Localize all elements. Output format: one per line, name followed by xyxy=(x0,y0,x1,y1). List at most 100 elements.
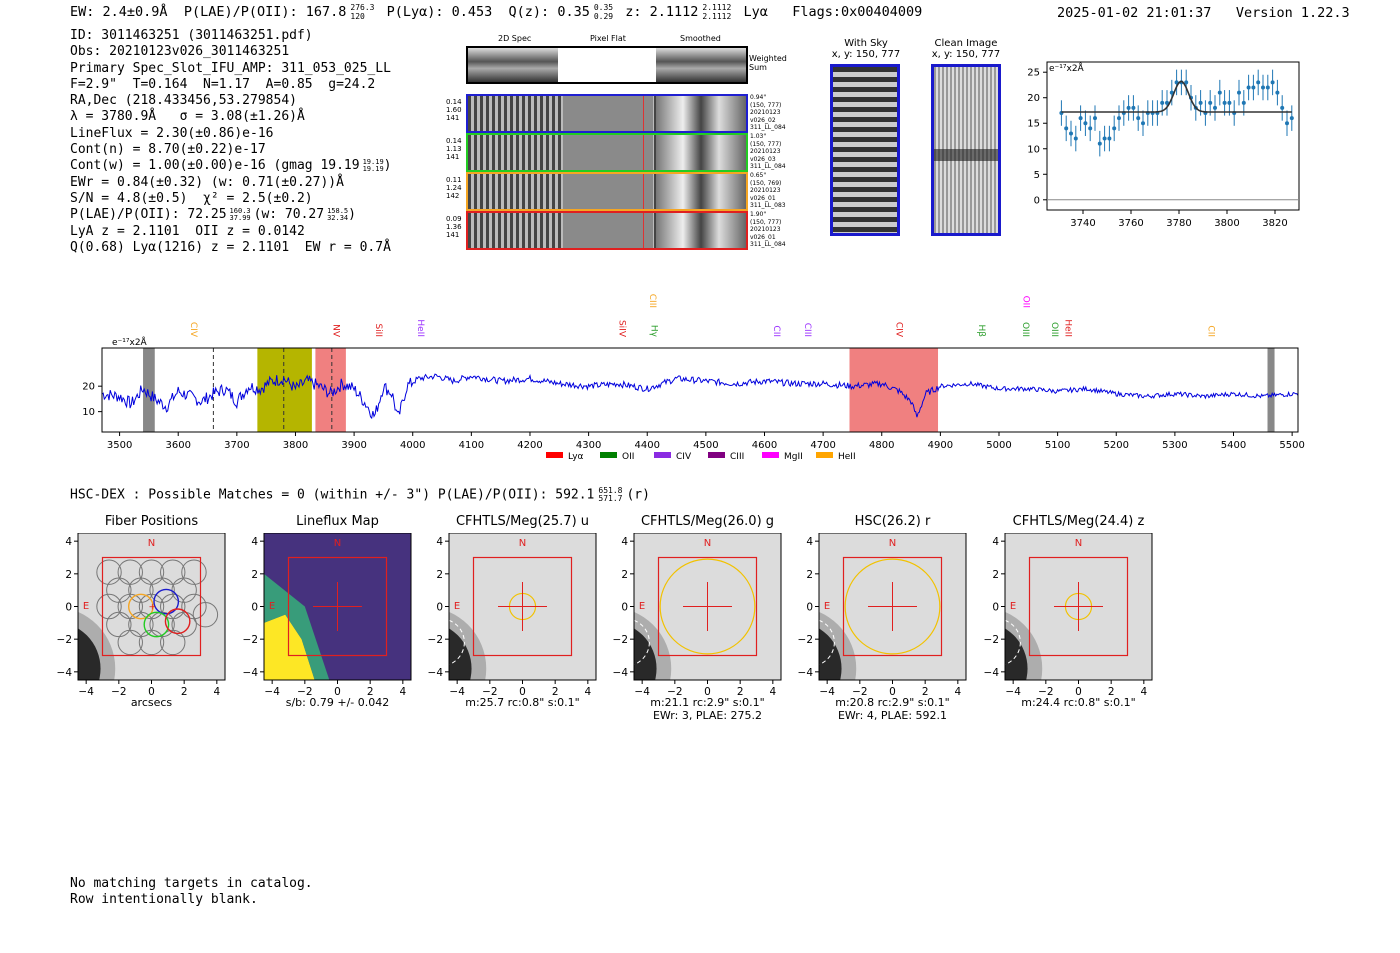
source-halo xyxy=(634,611,672,680)
legend-label: CIII xyxy=(730,452,744,462)
spec2d-right-value: 311_LL_084 xyxy=(750,241,786,248)
x-tick-label: −2 xyxy=(482,686,497,698)
weighted-sum-strip xyxy=(466,46,748,84)
line-fit-chart: 3740 3760 3780 3800 3820 0 5 10 15 20 25 e⁻¹⁷x2Å xyxy=(1027,61,1300,229)
x-tick-label: 5100 xyxy=(1045,440,1070,451)
fiber-circle xyxy=(181,559,207,585)
x-tick-label: 3820 xyxy=(1262,218,1287,229)
plae2-w-lo: 32.34 xyxy=(327,213,349,222)
fiber-circle xyxy=(106,611,132,638)
y-tick-label: 0 xyxy=(65,602,72,614)
x-tick-label: 3600 xyxy=(165,440,190,451)
masked-region xyxy=(849,348,939,432)
hsc-title-line: HSC-DEX : Possible Matches = 0 (within +… xyxy=(70,487,650,503)
panel-image: N E −4 −2 0 2 4 4 2 0 −2 −4 xyxy=(243,533,412,698)
line-label: HeII xyxy=(1062,319,1072,337)
hsc-hi: 651.8 xyxy=(598,486,623,495)
data-point xyxy=(1069,131,1073,136)
y-tick-label: 25 xyxy=(1027,68,1040,79)
smoothed-cell xyxy=(656,174,746,209)
panel-caption: arcsecs xyxy=(130,696,173,709)
target-marker: + xyxy=(149,603,157,613)
timestamp: 2025-01-02 21:01:37 xyxy=(1057,5,1212,21)
y-tick-label: −4 xyxy=(613,667,629,679)
spec2d-right-value: v026_01 xyxy=(750,194,776,202)
x-tick-label: −4 xyxy=(1005,686,1021,698)
counterpart-ellipse xyxy=(819,619,835,666)
info-radec: RA,Dec (218.433456,53.279854) xyxy=(70,93,297,109)
ew-value: EW: 2.4±0.9Å xyxy=(70,4,168,20)
y-tick-label: −4 xyxy=(243,667,259,679)
bright-source xyxy=(1005,628,1028,680)
fiber-circle xyxy=(96,593,122,620)
x-tick-label: 3900 xyxy=(341,440,366,451)
plae-lo: 120 xyxy=(350,12,365,21)
panel-title: Fiber Positions xyxy=(104,514,199,529)
panel-caption-2: EWr: 3, PLAE: 275.2 xyxy=(652,709,763,722)
fiber-circle xyxy=(117,629,143,656)
footer: No matching targets in catalog. Row inte… xyxy=(70,876,313,907)
panel-image: + N E −4 −2 0 2 4 4 2 0 −2 −4 xyxy=(57,533,226,698)
data-point xyxy=(1285,121,1289,126)
panel-caption: s/b: 0.79 +/- 0.042 xyxy=(285,696,390,709)
x-tick-label: 3800 xyxy=(283,440,308,451)
east-label: E xyxy=(1010,601,1016,612)
flux-bright-region xyxy=(264,614,315,680)
y-tick-label: 15 xyxy=(1027,119,1040,130)
data-point xyxy=(1251,85,1256,90)
z-hi: 2.1112 xyxy=(702,3,732,12)
spec2d-row-left-label: 0.14 1.13 141 xyxy=(446,137,464,161)
data-point xyxy=(1261,85,1265,90)
x-tick-label: 0 xyxy=(334,686,341,698)
line-label: SiII xyxy=(373,323,383,337)
legend-swatch xyxy=(600,452,617,458)
x-tick-label: 4 xyxy=(399,686,406,698)
legend-label: HeII xyxy=(838,452,856,462)
pixel-flat-cell xyxy=(563,96,653,131)
qz-lo: 0.29 xyxy=(593,12,614,21)
pixelflat-col-title: Pixel Flat xyxy=(590,34,626,43)
spec2d-right-value: 311_LL_084 xyxy=(750,124,786,131)
line-label: CIII xyxy=(802,323,812,337)
spec2d-right-value: 20210123 xyxy=(750,109,781,116)
pixel-flat-marker xyxy=(643,135,644,170)
z-value: z: 2.1112 xyxy=(625,4,699,20)
line-label: HeII xyxy=(415,319,425,337)
y-tick-label: 4 xyxy=(65,536,72,548)
spec2d-right-value: 20210123 xyxy=(750,148,781,155)
panel-title: CFHTLS/Meg(25.7) u xyxy=(455,514,590,529)
data-point xyxy=(1078,116,1083,121)
info-id: ID: 3011463251 (3011463251.pdf) xyxy=(70,28,313,43)
spec2d-left-value: 1.24 xyxy=(446,184,462,192)
x-tick-label: 0 xyxy=(519,686,526,698)
line-label: Hγ xyxy=(648,325,658,338)
clean-image-title: Clean Image x, y: 150, 777 xyxy=(927,38,1005,60)
data-point xyxy=(1208,100,1213,105)
data-point xyxy=(1088,126,1093,131)
panel-caption: m:20.8 rc:2.9" s:0.1" xyxy=(835,696,950,709)
with-sky-title: With Sky x, y: 150, 777 xyxy=(830,38,902,60)
y-tick-label: 10 xyxy=(1027,144,1040,155)
legend-label: CIV xyxy=(676,452,692,462)
north-label: N xyxy=(519,538,526,549)
panel-caption: m:24.4 rc:0.8" s:0.1" xyxy=(1021,696,1136,709)
x-tick-label: 5000 xyxy=(986,440,1011,451)
data-point xyxy=(1064,126,1069,131)
x-tick-label: 3500 xyxy=(107,440,132,451)
spec2d-left-value: 1.60 xyxy=(446,106,462,114)
spectrum-axes-frame xyxy=(101,347,1299,433)
y-tick-label: 5 xyxy=(1034,170,1040,181)
line-label: CIII xyxy=(647,294,657,308)
y-tick-label: 4 xyxy=(806,536,813,548)
x-tick-label: 2 xyxy=(181,686,188,698)
east-label: E xyxy=(824,601,830,612)
search-box xyxy=(657,556,758,657)
plae2-lo: 37.99 xyxy=(229,213,251,222)
counterpart-ellipse xyxy=(449,619,465,666)
info-lambda: λ = 3780.9Å σ = 3.08(±1.26)Å xyxy=(70,109,305,125)
x-tick-label: 0 xyxy=(1075,686,1082,698)
info-ewr: EWr = 0.84(±0.32) (w: 0.71(±0.27))Å xyxy=(70,174,344,190)
x-tick-label: −4 xyxy=(819,686,835,698)
data-point xyxy=(1169,90,1174,95)
data-point xyxy=(1275,90,1280,95)
